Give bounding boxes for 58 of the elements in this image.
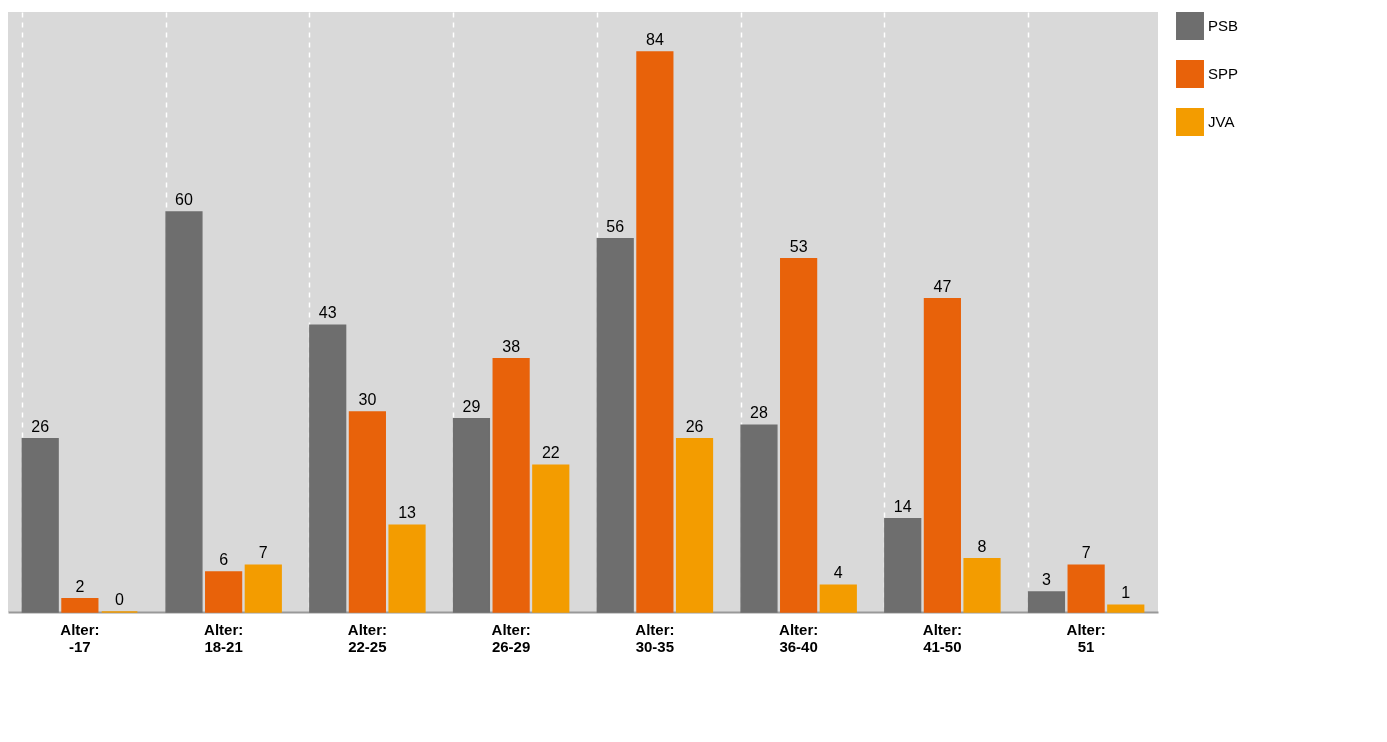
data-label: 4 xyxy=(833,564,843,582)
bar xyxy=(923,297,961,613)
data-label: 14 xyxy=(893,497,912,515)
bar xyxy=(963,557,1001,613)
bar xyxy=(596,237,634,613)
legend-label: PSB xyxy=(1208,17,1239,34)
bar xyxy=(165,211,203,613)
data-label: 13 xyxy=(398,504,417,522)
bar xyxy=(244,564,282,613)
data-label: 0 xyxy=(115,591,125,608)
x-tick-label: Alter: 26-29 xyxy=(491,620,531,655)
bar xyxy=(740,424,778,613)
data-label: 53 xyxy=(789,237,808,255)
bar xyxy=(884,517,922,613)
data-label: 7 xyxy=(258,544,268,562)
bar xyxy=(492,357,530,613)
legend-label: JVA xyxy=(1208,113,1235,130)
bar xyxy=(348,411,386,613)
data-label: 47 xyxy=(933,277,952,295)
bar xyxy=(61,597,99,613)
bar xyxy=(780,257,818,613)
data-label: 84 xyxy=(645,31,664,48)
bar xyxy=(1067,564,1105,613)
bar xyxy=(452,417,491,613)
bar xyxy=(21,437,59,613)
bar xyxy=(1107,604,1145,613)
x-tick-label: Alter: 30-35 xyxy=(635,620,675,655)
data-label: 43 xyxy=(318,304,337,322)
data-label: 29 xyxy=(462,397,481,415)
x-tick-label: Alter: 22-25 xyxy=(347,620,387,655)
x-tick-label: Alter: 41-50 xyxy=(922,620,962,655)
x-tick-label: Alter: 18-21 xyxy=(204,620,244,655)
data-label: 30 xyxy=(358,391,377,408)
data-label: 22 xyxy=(541,444,560,462)
bar xyxy=(309,324,347,613)
data-label: 3 xyxy=(1042,571,1052,588)
x-tick-label: Alter: 51 xyxy=(1066,620,1106,655)
data-label: 1 xyxy=(1121,584,1131,602)
data-label: 26 xyxy=(31,417,50,435)
bar xyxy=(205,571,243,613)
data-label: 60 xyxy=(175,191,193,208)
data-label: 28 xyxy=(750,404,768,422)
x-tick-label: Alter: -17 xyxy=(60,620,100,655)
data-label: 2 xyxy=(75,577,85,595)
bar xyxy=(819,584,857,613)
bar xyxy=(636,51,674,613)
data-label: 7 xyxy=(1081,544,1091,562)
x-tick-label: Alter: 36-40 xyxy=(779,620,819,655)
bar xyxy=(675,437,714,613)
data-label: 26 xyxy=(685,417,704,435)
bar xyxy=(388,524,426,613)
data-label: 38 xyxy=(502,337,521,355)
bar xyxy=(532,464,570,613)
data-label: 6 xyxy=(219,551,229,568)
data-label: 8 xyxy=(977,537,987,555)
legend-label: SPP xyxy=(1208,65,1239,82)
bar xyxy=(1027,591,1066,613)
data-label: 56 xyxy=(606,217,625,235)
